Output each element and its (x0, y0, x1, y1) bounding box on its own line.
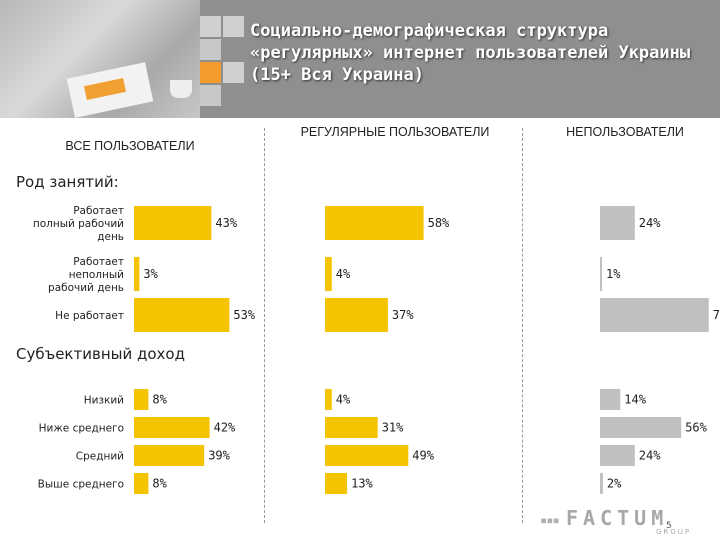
category-label: Средний (76, 451, 124, 463)
data-label: 8% (152, 393, 167, 407)
square-orange (200, 62, 221, 83)
bar (325, 473, 348, 494)
bar (600, 257, 602, 291)
square-gray (223, 62, 244, 83)
bar (325, 389, 332, 410)
square-gray (200, 39, 221, 60)
data-label: 37% (392, 308, 414, 322)
bar (134, 445, 205, 466)
column-header-all: ВСЕ ПОЛЬЗОВАТЕЛИ (65, 139, 195, 153)
data-label: 42% (214, 421, 236, 435)
data-label: 8% (152, 477, 167, 491)
square-gray (223, 16, 244, 37)
data-label: 43% (215, 216, 237, 230)
header-banner: Социально-демографическая структура «рег… (0, 0, 720, 118)
bar (600, 417, 682, 438)
bar (600, 389, 621, 410)
category-label: Выше среднего (38, 479, 124, 491)
bar (134, 389, 149, 410)
data-label: 3% (143, 267, 158, 281)
logo-subtext: GROUP (656, 528, 692, 536)
logo-dots-icon: ▪▪▪ (540, 513, 560, 527)
data-label: 4% (336, 393, 351, 407)
section-title-occupation: Род занятий: (16, 173, 119, 191)
header-photo (0, 0, 200, 118)
category-label: Низкий (84, 395, 124, 407)
bar (134, 257, 140, 291)
section-title-income: Субъективный доход (16, 345, 185, 363)
bar (600, 298, 709, 332)
decorative-squares (200, 16, 244, 106)
data-label: 75% (713, 308, 720, 322)
column-header-regular: РЕГУЛЯРНЫЕ ПОЛЬЗОВАТЕЛИ (300, 125, 490, 139)
category-label: Не работает (55, 310, 124, 322)
data-label: 31% (382, 421, 404, 435)
bar (134, 298, 230, 332)
column-divider (264, 128, 265, 523)
bar (325, 417, 378, 438)
bar (600, 473, 603, 494)
category-label: Ниже среднего (39, 423, 124, 435)
bar (134, 473, 149, 494)
column-header-non-users: НЕПОЛЬЗОВАТЕЛИ (566, 125, 684, 139)
data-label: 39% (208, 449, 230, 463)
bar (134, 206, 212, 240)
data-label: 49% (412, 449, 434, 463)
page-number: 5 (666, 521, 672, 531)
data-label: 4% (336, 267, 351, 281)
data-label: 58% (428, 216, 450, 230)
data-label: 24% (639, 449, 661, 463)
column-divider (522, 128, 523, 523)
data-label: 53% (233, 308, 255, 322)
category-label: Работает полный рабочий день (33, 205, 124, 243)
bar (134, 417, 210, 438)
category-label: Работает неполный рабочий день (48, 256, 124, 294)
data-label: 1% (606, 267, 621, 281)
bar (325, 298, 388, 332)
data-label: 2% (607, 477, 622, 491)
page-title: Социально-демографическая структура «рег… (250, 21, 691, 85)
square-gray (200, 16, 221, 37)
data-label: 56% (685, 421, 707, 435)
factum-logo: ▪▪▪ FACTUM GROUP (540, 506, 710, 536)
bar (325, 445, 409, 466)
bar (325, 206, 424, 240)
bar (600, 206, 635, 240)
photo-cup (170, 80, 192, 98)
data-label: 14% (624, 393, 646, 407)
square-gray (200, 85, 221, 106)
data-label: 13% (351, 477, 373, 491)
data-label: 24% (639, 216, 661, 230)
logo-text: FACTUM (566, 506, 669, 530)
bar (325, 257, 332, 291)
bar (600, 445, 635, 466)
